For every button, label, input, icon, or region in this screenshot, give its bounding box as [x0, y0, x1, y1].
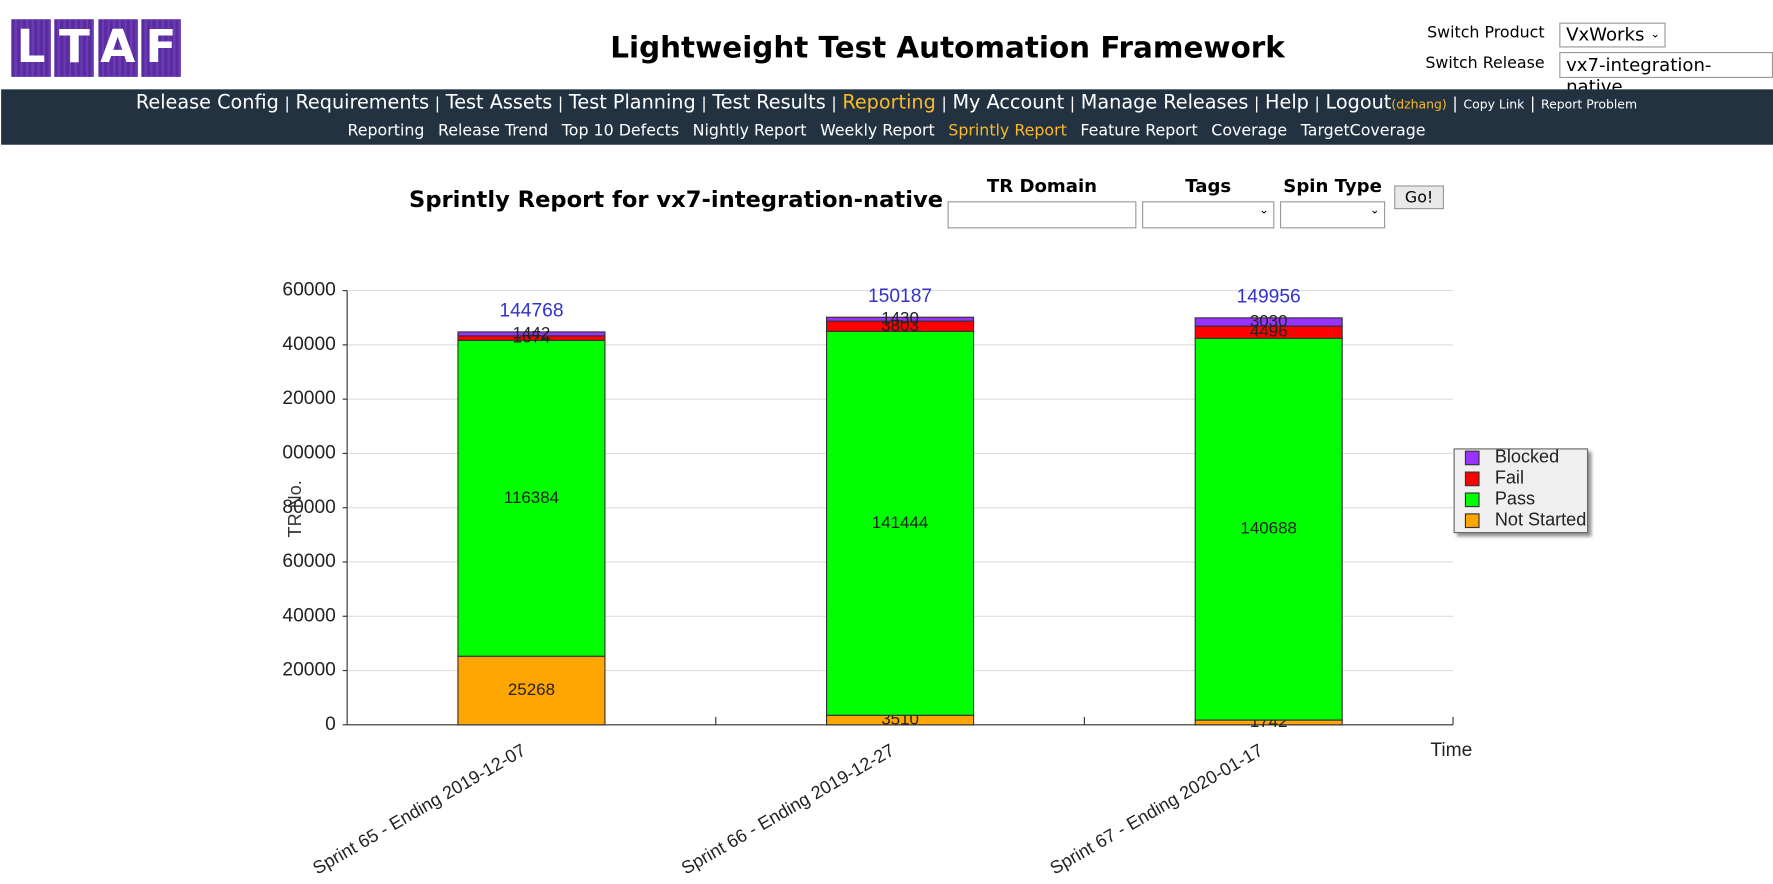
menu-item[interactable]: Help	[1265, 91, 1309, 115]
logo-letter: F	[141, 19, 181, 77]
segment-label: 116384	[504, 488, 559, 507]
legend-swatch	[1464, 471, 1480, 487]
field-label: Tags	[1185, 175, 1232, 197]
x-tick-label: Sprint 67 - Ending 2020-01-17	[1047, 740, 1267, 878]
x-tick-label: Sprint 66 - Ending 2019-12-27	[678, 740, 898, 878]
total-label: 149956	[1237, 287, 1301, 308]
switch-release-label: Switch Release	[1425, 54, 1545, 73]
submenu-item[interactable]: Sprintly Report	[948, 122, 1067, 141]
bar-segment	[826, 316, 975, 322]
y-tick-label: 0	[325, 714, 336, 735]
app-title: Lightweight Test Automation Framework	[610, 31, 1285, 66]
bar-segment	[826, 330, 975, 716]
logo-letter: T	[54, 19, 95, 77]
y-tick-label: 60000	[282, 551, 335, 572]
total-label: 150187	[868, 286, 932, 307]
separator	[1064, 92, 1081, 115]
legend-swatch	[1464, 513, 1480, 529]
separator	[1524, 92, 1541, 115]
submenu-item[interactable]: Feature Report	[1080, 122, 1198, 141]
menu-item[interactable]: Manage Releases	[1080, 91, 1249, 115]
switch-release-input[interactable]: vx7-integration-native	[1559, 52, 1773, 97]
select-value: VxWorks	[1566, 23, 1645, 46]
menu-link[interactable]: Report Problem	[1541, 97, 1638, 112]
menu-item[interactable]: Test Results	[712, 91, 826, 115]
submenu-item[interactable]: Reporting	[347, 122, 425, 141]
y-axis-title: TR No.	[285, 480, 305, 537]
segment-label: 3030	[1250, 311, 1288, 330]
submenu-item[interactable]: TargetCoverage	[1300, 122, 1426, 141]
segment-label: 1430	[881, 309, 919, 328]
separator	[279, 92, 296, 115]
menu-item[interactable]: Test Planning	[568, 91, 696, 115]
tr-domain-input[interactable]	[947, 201, 1137, 229]
legend-label: Fail	[1495, 468, 1524, 488]
menu-item[interactable]: Requirements	[295, 91, 430, 115]
x-axis-title: Time	[1430, 740, 1472, 761]
legend-swatch	[1464, 450, 1480, 466]
separator	[696, 92, 713, 115]
select-arrow: ⌄	[1650, 28, 1660, 41]
user-name: (dzhang)	[1391, 97, 1447, 112]
legend-label: Not Started	[1495, 509, 1586, 529]
field-label: TR Domain	[986, 175, 1098, 197]
select-arrow: ⌄	[1259, 204, 1269, 218]
bar-segment	[457, 655, 606, 726]
logo-letter: L	[11, 19, 51, 77]
separator	[826, 92, 843, 115]
submenu-item[interactable]: Weekly Report	[820, 122, 935, 141]
separator	[552, 92, 569, 115]
report-title: Sprintly Report for vx7-integration-nati…	[409, 185, 944, 213]
x-tick-label: Sprint 65 - Ending 2019-12-07	[309, 740, 529, 878]
segment-label: 141444	[872, 513, 929, 532]
logo-letter: A	[97, 19, 138, 77]
submenu-item[interactable]: Top 10 Defects	[561, 122, 680, 141]
segment-label: 25268	[508, 680, 555, 699]
field-label: Spin Type	[1283, 175, 1382, 197]
go-button[interactable]: Go!	[1394, 185, 1444, 210]
y-tick-label: 40000	[282, 334, 335, 355]
legend-label: Blocked	[1495, 447, 1559, 467]
bar-segment	[1194, 317, 1343, 327]
legend-label: Pass	[1495, 489, 1535, 509]
separator	[429, 92, 446, 115]
segment-label: 1442	[513, 323, 551, 342]
y-tick-label: 80000	[282, 497, 335, 518]
submenu-item[interactable]: Coverage	[1211, 122, 1288, 141]
menu-item[interactable]: Logout	[1325, 91, 1392, 115]
y-tick-label: 20000	[282, 660, 335, 681]
segment-label: 140688	[1240, 519, 1297, 538]
y-tick-label: 40000	[282, 605, 335, 626]
switch-product-select[interactable]: VxWorks ⌄	[1559, 22, 1666, 48]
menu-item[interactable]: Release Config	[135, 91, 279, 115]
nav-bar	[1, 89, 1773, 145]
menu-link[interactable]: Copy Link	[1463, 97, 1525, 112]
bar-segment	[1194, 337, 1343, 721]
separator	[1248, 92, 1265, 115]
switch-product-label: Switch Product	[1427, 23, 1545, 42]
y-tick-label: 20000	[282, 388, 335, 409]
select-arrow: ⌄	[1370, 204, 1380, 218]
legend-swatch	[1464, 492, 1480, 508]
total-label: 144768	[499, 301, 563, 322]
bar-segment	[457, 331, 606, 337]
submenu-item[interactable]: Nightly Report	[692, 122, 807, 141]
sub-menu: Reporting Release Trend Top 10 Defects Nigh…	[0, 122, 1773, 140]
separator	[1447, 92, 1464, 115]
spin-type-select[interactable]: ⌄	[1279, 201, 1386, 229]
y-tick-label: 60000	[282, 280, 335, 301]
tags-select[interactable]: ⌄	[1142, 201, 1275, 229]
submenu-item[interactable]: Release Trend	[438, 122, 549, 141]
menu-item[interactable]: My Account	[952, 91, 1065, 115]
separator	[936, 92, 953, 115]
separator	[1309, 92, 1326, 115]
menu-item[interactable]: Reporting	[842, 91, 936, 115]
main-menu: Release Config Requirements Test Assets Tes…	[0, 92, 1773, 115]
y-tick-label: 00000	[282, 443, 335, 464]
menu-item[interactable]: Test Assets	[445, 91, 553, 115]
